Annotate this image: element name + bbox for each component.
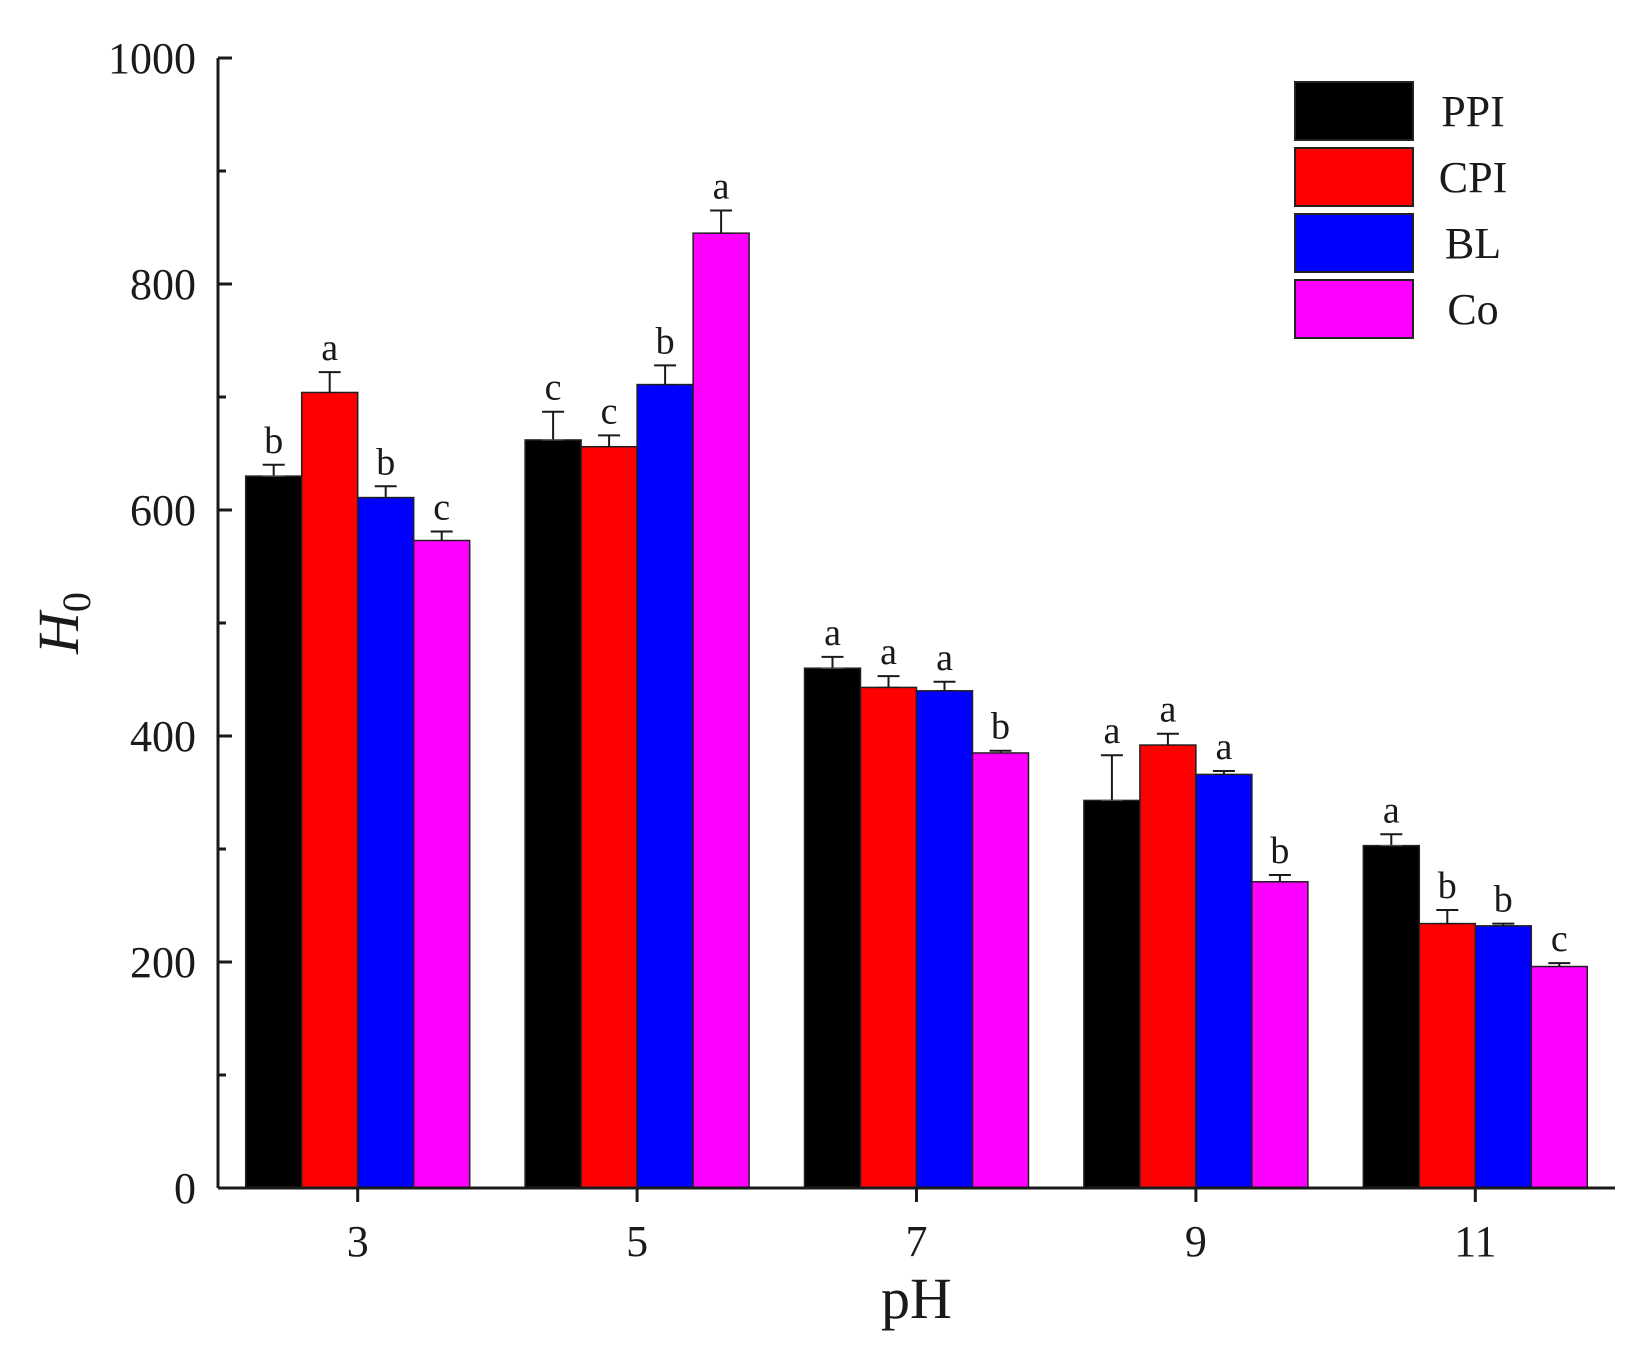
y-tick-label: 1000: [108, 34, 196, 83]
bar-co-ph-9: [1251, 881, 1309, 1189]
significance-label: b: [1494, 879, 1513, 921]
significance-label: c: [433, 486, 450, 528]
y-tick-label: 200: [130, 938, 196, 987]
significance-label: a: [824, 612, 841, 654]
y-tick-label: 800: [130, 260, 196, 309]
significance-label: a: [1383, 789, 1400, 831]
y-axis-title-subscript: 0: [54, 592, 99, 612]
bar-co-ph-3: [412, 539, 471, 1189]
significance-label: a: [936, 637, 953, 679]
x-tick-label: 3: [347, 1217, 369, 1266]
bar-ppi-ph-7: [803, 667, 862, 1189]
bar-ppi-ph-11: [1362, 844, 1421, 1189]
bar-bl-ph-11: [1474, 925, 1533, 1189]
legend-label-cpi: CPI: [1439, 153, 1507, 202]
significance-label: a: [1159, 689, 1176, 731]
bar-ppi-ph-5: [524, 439, 582, 1189]
bar-cpi-ph-7: [859, 686, 918, 1189]
legend-label-co: Co: [1447, 285, 1498, 334]
significance-label: c: [1551, 918, 1568, 960]
axes: 0 200 400 600 800 1000 3 5 7 9 11: [108, 34, 1615, 1266]
y-axis-title-main: H: [26, 609, 91, 655]
significance-label: a: [1103, 710, 1120, 752]
bar-bl-ph-5: [636, 383, 694, 1189]
x-tick-label: 5: [626, 1217, 648, 1266]
bar-bl-ph-9: [1195, 773, 1253, 1189]
y-tick-label: 400: [130, 712, 196, 761]
significance-label: a: [713, 166, 730, 208]
bar-cpi-ph-5: [580, 445, 638, 1189]
bar-cpi-ph-3: [300, 391, 359, 1189]
significance-label: b: [991, 706, 1010, 748]
legend-label-ppi: PPI: [1441, 87, 1505, 136]
bar-bl-ph-7: [915, 690, 974, 1189]
significance-label: a: [880, 631, 897, 673]
x-tick-label: 9: [1185, 1217, 1207, 1266]
bar-co-ph-11: [1530, 965, 1589, 1189]
legend-swatch-co: [1294, 279, 1414, 339]
bar-co-ph-7: [971, 752, 1030, 1189]
bar-cpi-ph-9: [1139, 744, 1197, 1189]
significance-label: b: [1270, 830, 1289, 872]
significance-label: b: [656, 320, 675, 362]
legend-swatch-ppi: [1294, 81, 1414, 141]
significance-label: a: [1215, 726, 1232, 768]
y-tick-label: 600: [130, 486, 196, 535]
significance-label: b: [376, 441, 395, 483]
x-tick-label: 11: [1454, 1217, 1496, 1266]
y-tick-label: 0: [174, 1164, 196, 1213]
x-tick-label: 7: [906, 1217, 928, 1266]
significance-label: c: [601, 390, 618, 432]
significance-label: a: [321, 327, 338, 369]
significance-label: c: [545, 367, 562, 409]
legend-swatch-bl: [1294, 213, 1414, 273]
legend: PPI CPI BL Co: [1294, 81, 1507, 339]
x-axis-title: pH: [881, 1266, 952, 1331]
legend-label-bl: BL: [1445, 219, 1501, 268]
bar-bl-ph-3: [356, 496, 415, 1189]
y-axis-title: H0: [26, 592, 99, 655]
bar-ppi-ph-3: [244, 475, 303, 1189]
bar-co-ph-5: [692, 232, 750, 1189]
significance-label: b: [1438, 865, 1457, 907]
bar-cpi-ph-11: [1418, 922, 1477, 1189]
legend-swatch-cpi: [1294, 147, 1414, 207]
bar-ppi-ph-9: [1083, 799, 1141, 1189]
significance-label: b: [264, 420, 283, 462]
